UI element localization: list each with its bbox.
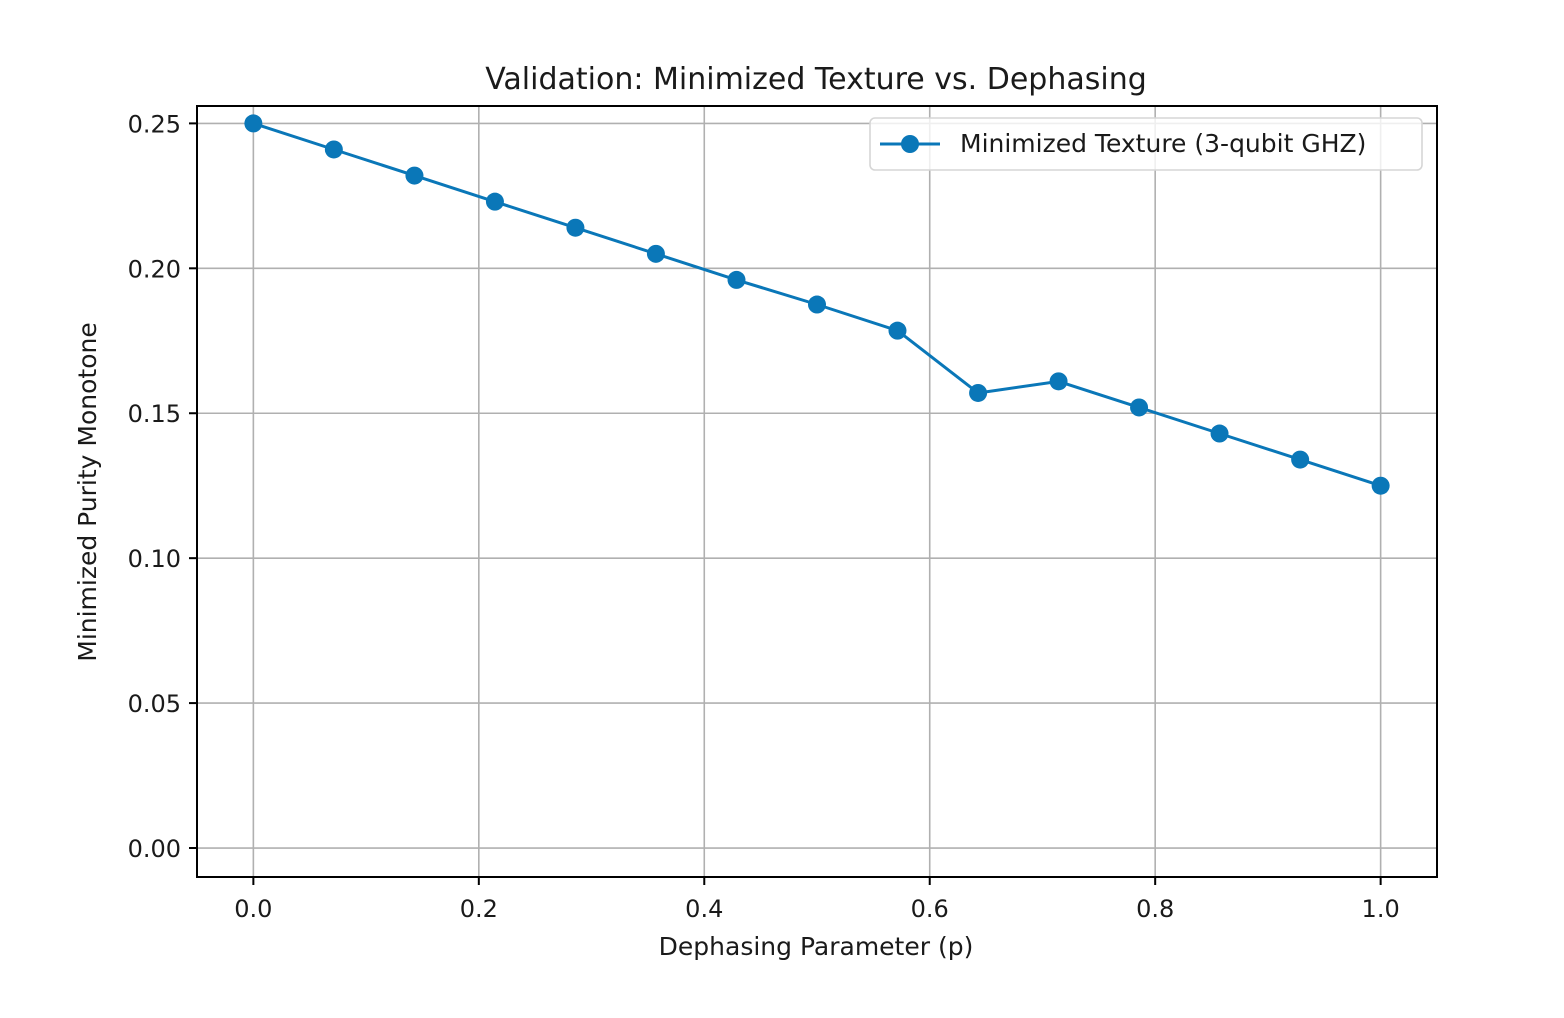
y-tick-label: 0.10 — [128, 545, 181, 573]
x-axis-label: Dephasing Parameter (p) — [659, 932, 974, 961]
data-point — [969, 383, 988, 402]
data-point — [1291, 450, 1310, 469]
x-tick-label: 1.0 — [1362, 895, 1400, 923]
chart-title: Validation: Minimized Texture vs. Dephas… — [485, 62, 1147, 97]
y-axis-label: Minimized Purity Monotone — [73, 322, 102, 662]
plot-area-frame — [196, 105, 1438, 878]
y-tick-label: 0.15 — [128, 400, 181, 428]
data-point — [1371, 476, 1390, 495]
x-tick-label: 0.6 — [911, 895, 949, 923]
axis-ticks: 0.0 0.2 0.4 0.6 0.8 1.0 0.00 0.05 0.10 0.15 0.20 0.… — [128, 110, 1400, 923]
data-point — [1130, 398, 1149, 417]
legend-entry-label: Minimized Texture (3-qubit GHZ) — [960, 129, 1366, 158]
legend-box — [869, 117, 1423, 171]
data-point — [1210, 424, 1229, 443]
x-tick-label: 0.0 — [234, 895, 272, 923]
data-point — [324, 140, 343, 159]
y-tick-label: 0.00 — [128, 835, 181, 863]
data-point — [727, 270, 746, 289]
data-point — [244, 114, 263, 133]
data-point — [888, 321, 907, 340]
legend-marker-swatch — [901, 135, 919, 153]
x-tick-label: 0.4 — [685, 895, 723, 923]
x-tick-label: 0.8 — [1136, 895, 1174, 923]
data-point — [485, 192, 504, 211]
y-tick-label: 0.05 — [128, 690, 181, 718]
data-point — [566, 218, 585, 237]
y-tick-label: 0.25 — [128, 110, 181, 138]
legend: Minimized Texture (3-qubit GHZ) — [869, 117, 1423, 171]
data-point — [808, 295, 826, 314]
grid — [197, 106, 1437, 877]
data-point — [1049, 372, 1068, 391]
data-point — [646, 244, 665, 263]
data-point — [405, 166, 424, 185]
y-tick-label: 0.20 — [128, 255, 181, 283]
series-layer — [244, 114, 1390, 495]
x-tick-label: 0.2 — [460, 895, 498, 923]
